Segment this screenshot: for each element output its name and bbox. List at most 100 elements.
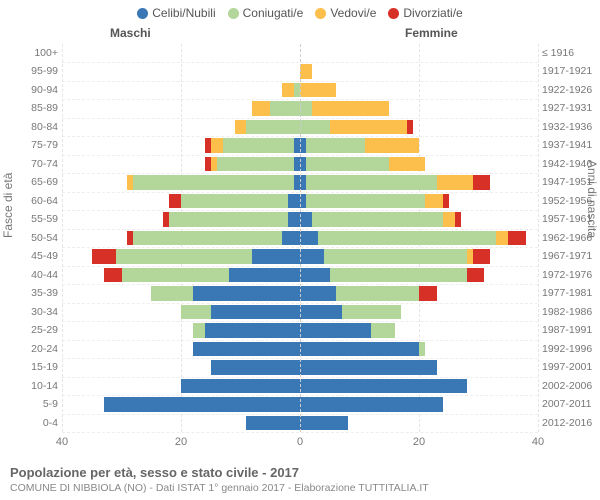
bar-segment-female: [437, 175, 473, 189]
bar-segment-male: [205, 157, 211, 171]
ylabel-birth: 1972-1976: [542, 266, 598, 284]
bar-segment-female: [443, 212, 455, 226]
ylabel-birth: 2007-2011: [542, 395, 598, 413]
ylabel-age: 65-69: [0, 173, 58, 191]
bar-segment-male: [288, 194, 300, 208]
bar-segment-male: [193, 342, 300, 356]
legend-item: Vedovi/e: [315, 6, 376, 20]
bar-segment-male: [205, 323, 300, 337]
bar-segment-male: [133, 175, 294, 189]
bar-segment-male: [205, 138, 211, 152]
ylabel-age: 0-4: [0, 414, 58, 432]
bar-segment-female: [419, 286, 437, 300]
ylabel-birth: 1992-1996: [542, 340, 598, 358]
bar-segment-female: [300, 323, 371, 337]
xlabel: 40: [532, 436, 544, 448]
bar-segment-female: [508, 231, 526, 245]
ylabel-birth: 1977-1981: [542, 284, 598, 302]
bar-segment-male: [127, 175, 133, 189]
bar-segment-female: [473, 249, 491, 263]
bar-segment-female: [407, 120, 413, 134]
ylabel-age: 45-49: [0, 247, 58, 265]
ylabel-birth: 1952-1956: [542, 192, 598, 210]
bar-segment-female: [425, 194, 443, 208]
ylabel-birth: 1927-1931: [542, 99, 598, 117]
legend-label: Coniugati/e: [243, 6, 304, 20]
bar-segment-female: [318, 231, 497, 245]
ylabel-age: 5-9: [0, 395, 58, 413]
bar-segment-female: [330, 120, 407, 134]
bar-segment-male: [288, 212, 300, 226]
bar-segment-male: [282, 83, 294, 97]
bar-segment-female: [336, 286, 419, 300]
legend-swatch: [137, 8, 148, 19]
ylabel-age: 80-84: [0, 118, 58, 136]
ylabel-age: 25-29: [0, 321, 58, 339]
bar-segment-male: [104, 397, 300, 411]
legend-swatch: [315, 8, 326, 19]
bar-segment-male: [229, 268, 300, 282]
ylabel-age: 20-24: [0, 340, 58, 358]
legend-swatch: [228, 8, 239, 19]
ylabel-age: 85-89: [0, 99, 58, 117]
bar-segment-male: [133, 231, 282, 245]
bar-segment-female: [312, 212, 443, 226]
bar-segment-male: [223, 138, 294, 152]
bar-segment-female: [419, 342, 425, 356]
bar-segment-male: [193, 286, 300, 300]
bar-segment-female: [300, 397, 443, 411]
xlabel: 20: [175, 436, 187, 448]
ylabel-birth: ≤ 1916: [542, 44, 598, 62]
bar-segment-female: [300, 286, 336, 300]
bar-segment-female: [300, 101, 312, 115]
ylabel-age: 100+: [0, 44, 58, 62]
bar-segment-female: [300, 360, 437, 374]
legend-item: Divorziati/e: [388, 6, 462, 20]
ylabel-age: 50-54: [0, 229, 58, 247]
bar-segment-male: [127, 231, 133, 245]
bar-segment-male: [163, 212, 169, 226]
legend-label: Celibi/Nubili: [152, 6, 215, 20]
ylabel-age: 35-39: [0, 284, 58, 302]
ylabel-age: 90-94: [0, 81, 58, 99]
legend-item: Coniugati/e: [228, 6, 304, 20]
ylabel-age: 95-99: [0, 62, 58, 80]
bar-segment-male: [169, 194, 181, 208]
ylabel-birth: 1997-2001: [542, 358, 598, 376]
ylabel-age: 40-44: [0, 266, 58, 284]
bar-segment-female: [455, 212, 461, 226]
ylabel-birth: 1932-1936: [542, 118, 598, 136]
bar-segment-female: [300, 268, 330, 282]
bar-segment-female: [300, 64, 312, 78]
bar-segment-male: [116, 249, 253, 263]
label-maschi: Maschi: [110, 26, 151, 40]
ylabel-birth: 1987-1991: [542, 321, 598, 339]
ylabel-age: 10-14: [0, 377, 58, 395]
xlabel: 0: [297, 436, 303, 448]
legend-swatch: [388, 8, 399, 19]
bar-segment-male: [211, 157, 217, 171]
bar-segment-male: [270, 101, 300, 115]
bar-segment-female: [306, 175, 437, 189]
bar-segment-female: [306, 157, 389, 171]
bar-segment-male: [181, 305, 211, 319]
bar-segment-female: [443, 194, 449, 208]
ylabel-birth: 1967-1971: [542, 247, 598, 265]
bar-segment-male: [122, 268, 229, 282]
bar-segment-male: [181, 379, 300, 393]
bar-segment-female: [300, 342, 419, 356]
bar-segment-male: [211, 360, 300, 374]
ylabel-age: 55-59: [0, 210, 58, 228]
gridline-vertical: [538, 44, 539, 432]
bar-segment-male: [151, 286, 193, 300]
bar-segment-male: [252, 249, 300, 263]
legend-label: Divorziati/e: [403, 6, 462, 20]
bar-segment-female: [365, 138, 419, 152]
center-axis: [300, 44, 301, 432]
ylabel-age: 75-79: [0, 136, 58, 154]
bar-segment-female: [371, 323, 395, 337]
bar-segment-male: [246, 416, 300, 430]
ylabel-birth: 2012-2016: [542, 414, 598, 432]
bar-segment-female: [300, 249, 324, 263]
bar-segment-male: [282, 231, 300, 245]
